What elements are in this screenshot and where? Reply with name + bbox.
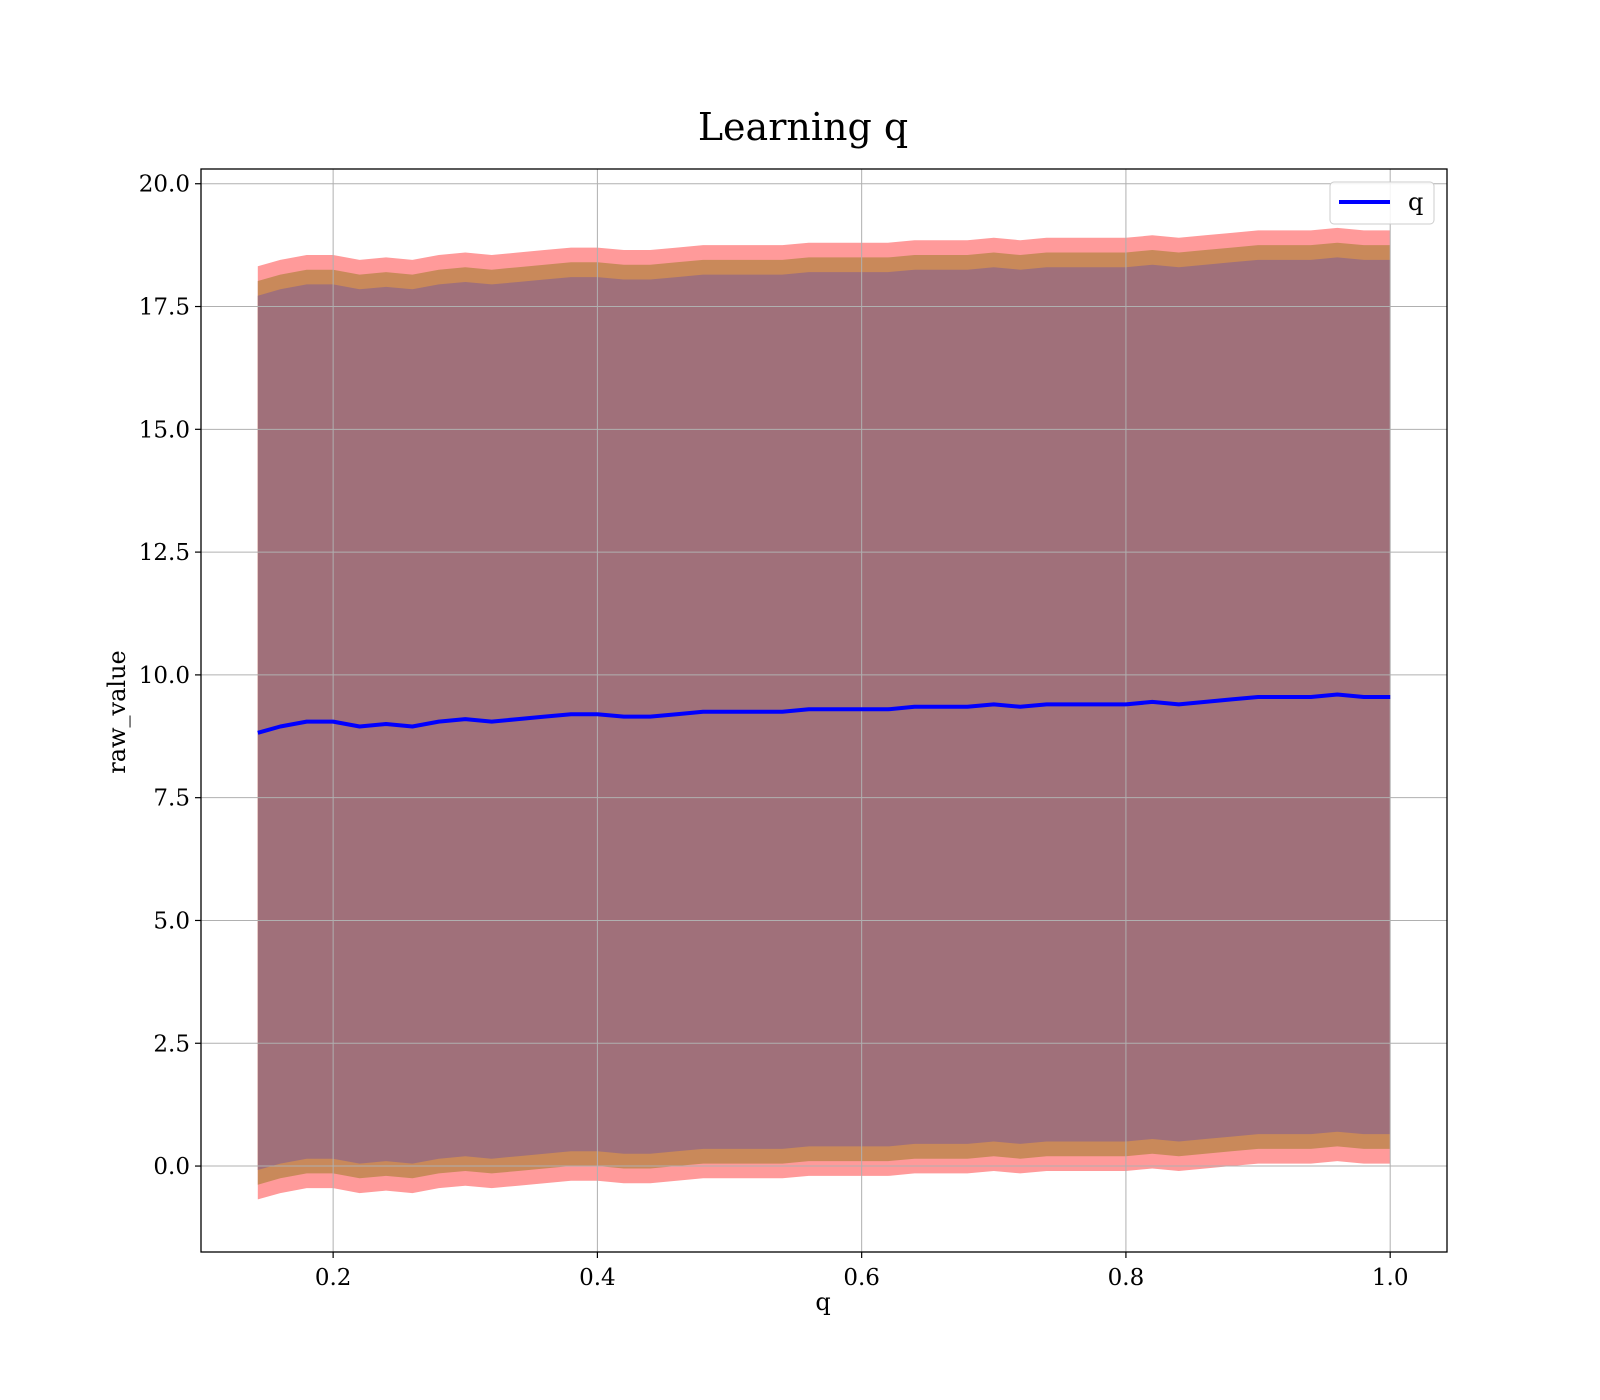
y-tick-label: 17.5 [139, 295, 190, 321]
y-tick-label: 12.5 [139, 540, 190, 566]
x-tick-label: 0.2 [315, 1265, 352, 1291]
y-tick-label: 5.0 [153, 908, 190, 934]
chart-title: Learning q [698, 105, 908, 149]
y-tick-label: 2.5 [153, 1031, 190, 1057]
y-axis-ticks: 0.0 2.5 5.0 7.5 10.0 12.5 15.0 17.5 20.0 [139, 172, 201, 1180]
legend-label-q: q [1408, 188, 1423, 216]
series-path-q [257, 692, 1391, 735]
x-tick-label: 0.4 [579, 1265, 616, 1291]
plot-frame [200, 168, 1448, 1253]
x-axis-ticks: 0.2 0.4 0.6 0.8 1.0 [315, 1252, 1409, 1291]
legend: q [1329, 181, 1435, 225]
y-tick-label: 7.5 [153, 786, 190, 812]
y-tick-label: 15.0 [139, 417, 190, 443]
x-axis-label: q [815, 1288, 830, 1316]
y-tick-label: 10.0 [139, 663, 190, 689]
confidence-bands [257, 227, 1391, 1200]
y-tick-label: 0.0 [153, 1154, 190, 1180]
grid [201, 169, 1447, 1252]
y-axis-label: raw_value [103, 650, 131, 774]
x-tick-label: 0.8 [1108, 1265, 1145, 1291]
x-tick-label: 0.6 [843, 1265, 880, 1291]
series-line-q [257, 692, 1391, 735]
band-inner [257, 257, 1391, 1170]
x-tick-label: 1.0 [1372, 1265, 1409, 1291]
y-tick-label: 20.0 [139, 172, 190, 198]
